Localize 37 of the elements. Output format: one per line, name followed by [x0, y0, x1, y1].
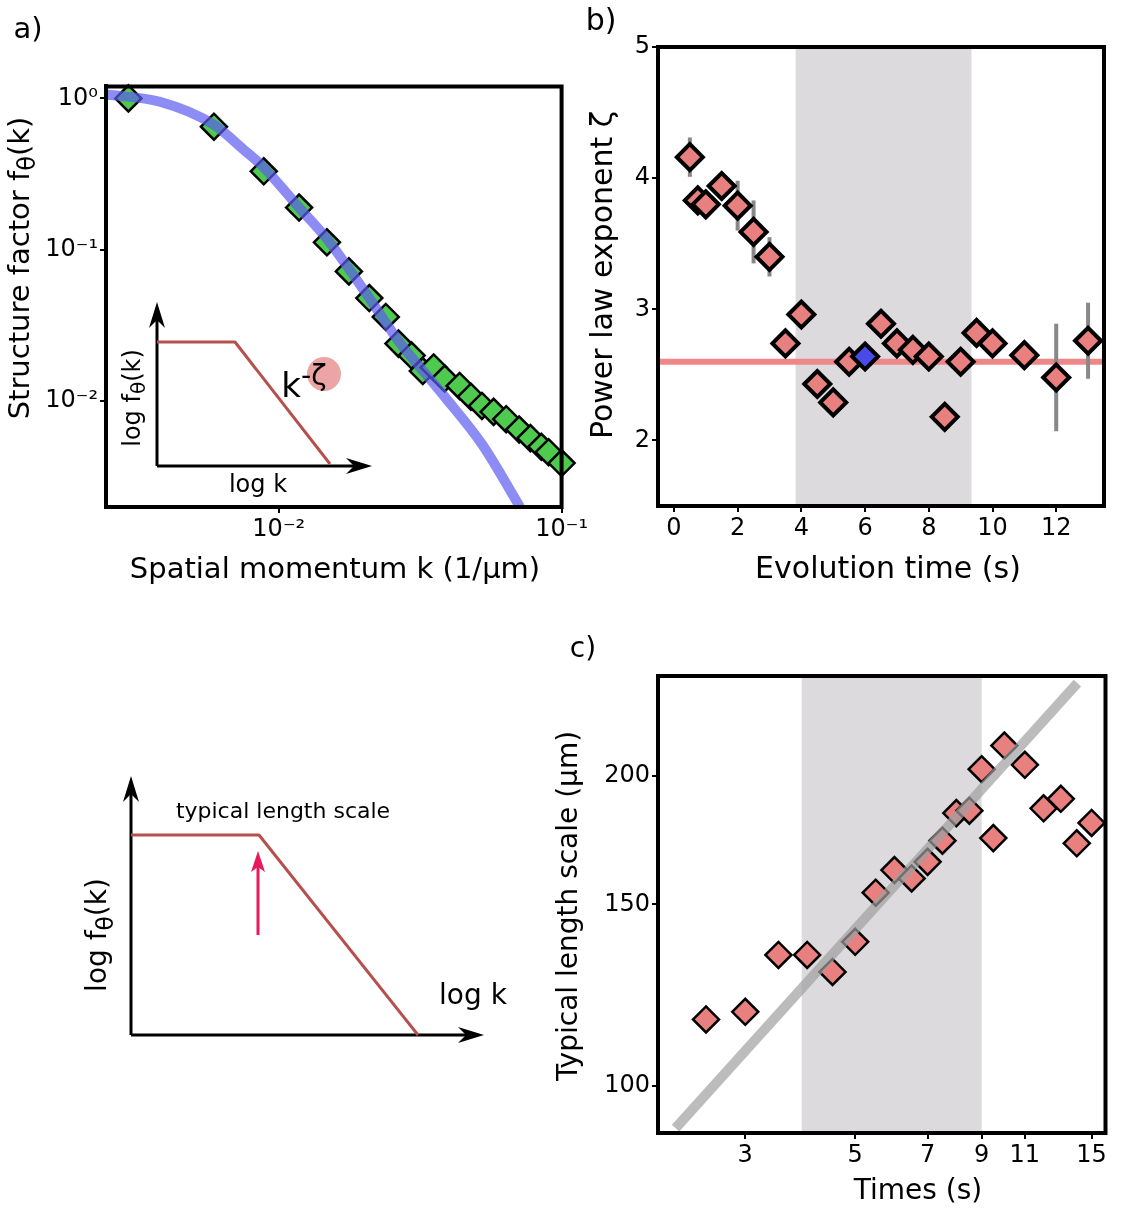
annotation: k$^{-ζ}$ — [281, 358, 327, 406]
x-tick-label: 10 — [977, 512, 1008, 541]
annotation: log k — [228, 470, 288, 498]
x-tick-label: 9 — [974, 1139, 990, 1168]
x-tick-label: 12 — [1040, 512, 1072, 541]
x-tick-label: 15 — [1076, 1139, 1107, 1168]
x-tick-label: 11 — [1009, 1139, 1041, 1168]
y-tick-label: 3 — [634, 293, 650, 322]
y-tick-label: 10⁻¹ — [45, 234, 98, 263]
y-tick-label: 4 — [634, 162, 650, 191]
x-tick-label: 10⁻¹ — [535, 513, 588, 542]
y-axis-title: Power law exponent ζ — [584, 110, 619, 440]
x-tick-label: 3 — [737, 1139, 753, 1168]
x-tick-label: 10⁻² — [252, 513, 306, 542]
text: log k — [439, 978, 507, 1011]
y-tick-label: 150 — [604, 888, 650, 917]
text: typical length scale — [175, 798, 391, 823]
x-tick-label: 5 — [847, 1139, 863, 1168]
x-axis-title: Times (s) — [853, 1173, 983, 1206]
y-tick-label: 200 — [604, 760, 650, 789]
chart-title: a) — [13, 10, 43, 45]
y-axis-title: Typical length scale (μm) — [551, 730, 584, 1082]
x-tick-label: 6 — [857, 512, 873, 541]
chart-title: b) — [585, 2, 617, 37]
x-axis-title: Evolution time (s) — [755, 550, 1021, 585]
x-tick-label: 2 — [730, 512, 746, 541]
y-tick-label: 100 — [604, 1070, 650, 1099]
y-tick-label: 10⁻² — [45, 385, 98, 414]
x-axis-title: Spatial momentum k (1/μm) — [129, 550, 541, 585]
x-tick-label: 7 — [919, 1139, 936, 1168]
x-tick-label: 4 — [793, 512, 809, 541]
y-tick-label: 5 — [634, 31, 650, 60]
x-tick-label: 8 — [921, 512, 937, 541]
y-tick-label: 10⁰ — [57, 82, 98, 111]
chart-title: c) — [569, 631, 597, 664]
x-tick-label: 0 — [666, 512, 682, 541]
y-tick-label: 2 — [634, 424, 650, 453]
